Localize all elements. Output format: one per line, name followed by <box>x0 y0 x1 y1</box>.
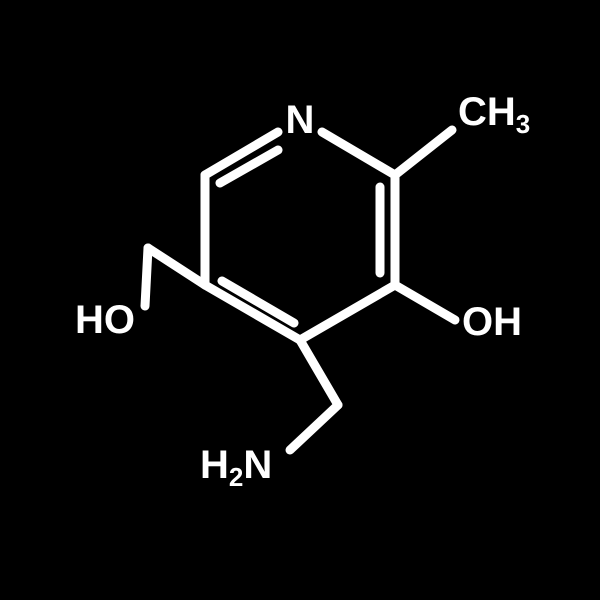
atom-label-n: N <box>286 98 315 142</box>
atom-label-oh: OH <box>462 300 522 344</box>
substituent-bond <box>145 248 148 306</box>
atom-label-ho: HO <box>75 298 135 342</box>
chemical-structure-diagram: NCH3OHHOH2N <box>0 0 600 600</box>
